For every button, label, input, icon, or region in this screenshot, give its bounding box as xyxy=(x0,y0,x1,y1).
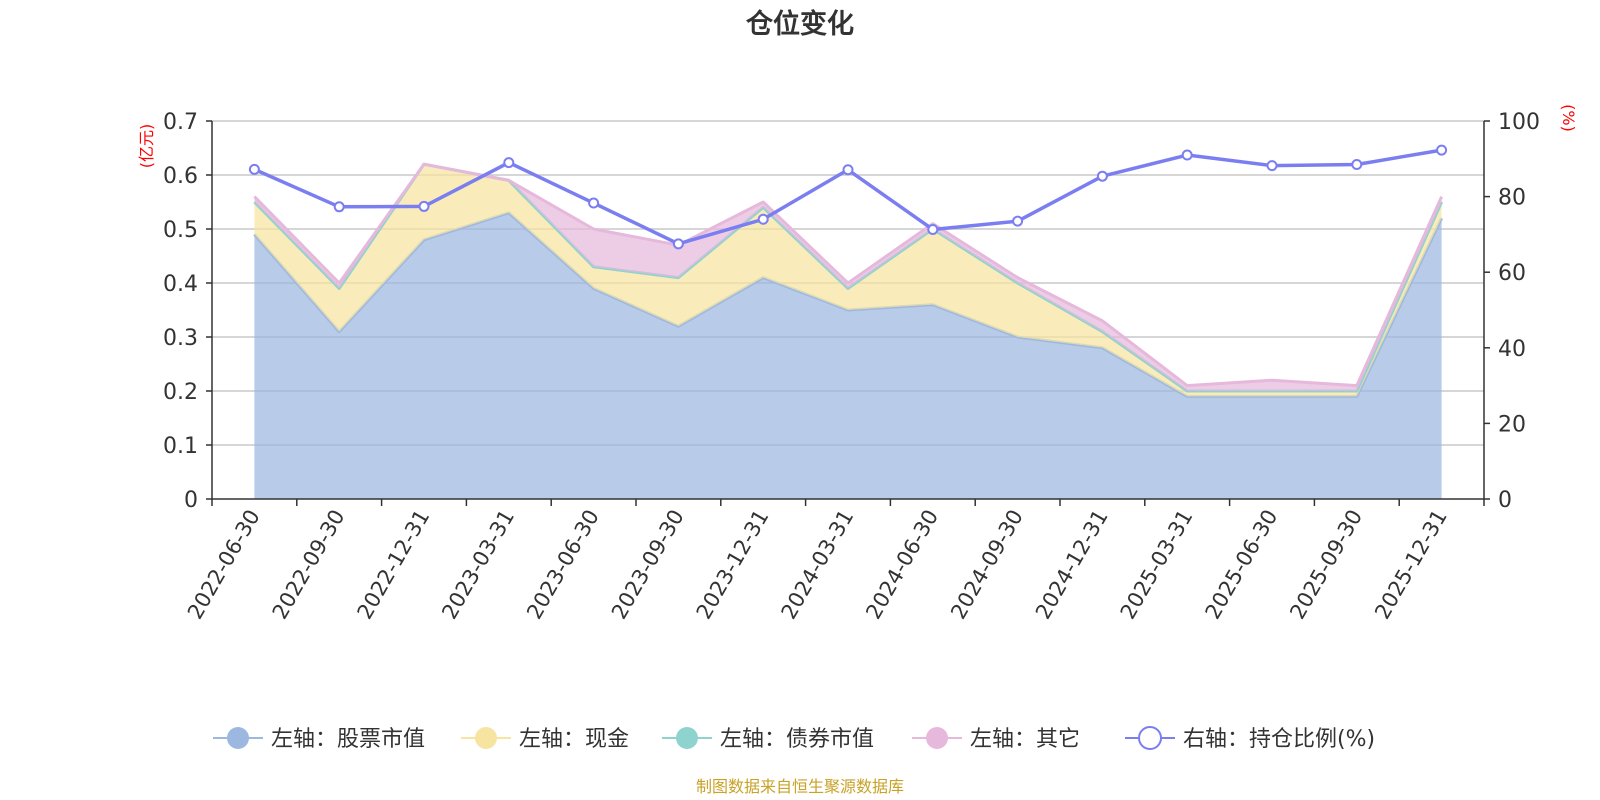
right-axis-tick-label: 60 xyxy=(1498,261,1526,286)
legend-item: 左轴：其它 xyxy=(912,727,1080,752)
area-series-0 xyxy=(254,212,1442,500)
legend-swatch-circle xyxy=(676,727,698,749)
x-axis-tick-label: 2023-12-31 xyxy=(692,506,774,624)
ratio-point xyxy=(757,213,769,225)
legend-label: 右轴：持仓比例(%) xyxy=(1183,727,1375,752)
legend-item: 左轴：债券市值 xyxy=(662,727,874,752)
legend-label: 左轴：现金 xyxy=(519,727,629,752)
legend-item: 左轴：股票市值 xyxy=(213,727,425,752)
source-note: 制图数据来自恒生聚源数据库 xyxy=(696,777,904,796)
ratio-point xyxy=(927,223,939,235)
legend-label: 左轴：债券市值 xyxy=(720,727,874,752)
ratio-point xyxy=(248,163,260,175)
x-axis-tick-label: 2024-09-30 xyxy=(946,506,1028,624)
legend: 左轴：股票市值 左轴：现金 左轴：债券市值 左轴：其它 右轴：持仓比例(%) xyxy=(213,726,1375,752)
left-axis-tick-label: 0 xyxy=(184,488,198,513)
ratio-point xyxy=(1181,149,1193,161)
legend-item: 右轴：持仓比例(%) xyxy=(1125,726,1375,752)
legend-label: 左轴：股票市值 xyxy=(271,727,425,752)
left-axis-tick-label: 0.3 xyxy=(163,326,198,351)
x-axis-tick-label: 2022-12-31 xyxy=(353,506,435,624)
left-axis-tick-label: 0.1 xyxy=(163,434,198,459)
right-axis-tick-label: 100 xyxy=(1498,110,1540,135)
legend-swatch-circle xyxy=(926,727,948,749)
right-axis-tick-label: 40 xyxy=(1498,337,1526,362)
area-edge-series-3 xyxy=(253,162,1443,388)
legend-swatch-circle xyxy=(1138,726,1162,750)
left-axis-tick-label: 0.5 xyxy=(163,218,198,243)
x-axis-tick-label: 2024-12-31 xyxy=(1031,506,1113,624)
x-axis-tick-label: 2025-12-31 xyxy=(1370,506,1452,624)
left-axis-tick-label: 0.7 xyxy=(163,110,198,135)
x-axis-tick-label: 2025-09-30 xyxy=(1285,506,1367,624)
ratio-point xyxy=(842,164,854,176)
x-axis-tick-label: 2022-06-30 xyxy=(183,506,265,624)
x-axis-tick-label: 2025-03-31 xyxy=(1116,506,1198,624)
x-axis-tick-label: 2025-06-30 xyxy=(1201,506,1283,624)
left-axis-tick-label: 0.6 xyxy=(163,164,198,189)
area-series-3 xyxy=(254,164,1442,391)
ratio-point xyxy=(1012,215,1024,227)
x-axis-tick-label: 2024-06-30 xyxy=(861,506,943,624)
ratio-point xyxy=(418,200,430,212)
left-axis-unit: (亿元) xyxy=(137,124,156,169)
right-axis-tick-label: 0 xyxy=(1498,488,1512,513)
x-axis-tick-label: 2022-09-30 xyxy=(268,506,350,624)
x-axis-tick-label: 2024-03-31 xyxy=(777,506,859,624)
ratio-point xyxy=(1351,158,1363,170)
right-axis-unit: (%) xyxy=(1559,104,1578,132)
ratio-point xyxy=(588,197,600,209)
left-axis-tick-label: 0.2 xyxy=(163,380,198,405)
ratio-point xyxy=(333,201,345,213)
x-axis-tick-label: 2023-03-31 xyxy=(437,506,519,624)
x-axis-tick-label: 2023-09-30 xyxy=(607,506,689,624)
legend-swatch-circle xyxy=(227,727,249,749)
left-axis-tick-label: 0.4 xyxy=(163,272,198,297)
legend-swatch-circle xyxy=(475,727,497,749)
ratio-point xyxy=(672,238,684,250)
ratio-point xyxy=(1266,160,1278,172)
legend-label: 左轴：其它 xyxy=(970,727,1080,752)
right-axis-tick-label: 80 xyxy=(1498,186,1526,211)
x-axis-tick-label: 2023-06-30 xyxy=(522,506,604,624)
stacked-areas xyxy=(253,162,1443,500)
right-axis-tick-label: 20 xyxy=(1498,412,1526,437)
ratio-point xyxy=(1436,144,1448,156)
ratio-point xyxy=(503,157,515,169)
legend-item: 左轴：现金 xyxy=(461,727,629,752)
chart-title: 仓位变化 xyxy=(745,8,854,40)
ratio-point xyxy=(1096,170,1108,182)
ratio-line xyxy=(248,144,1448,250)
